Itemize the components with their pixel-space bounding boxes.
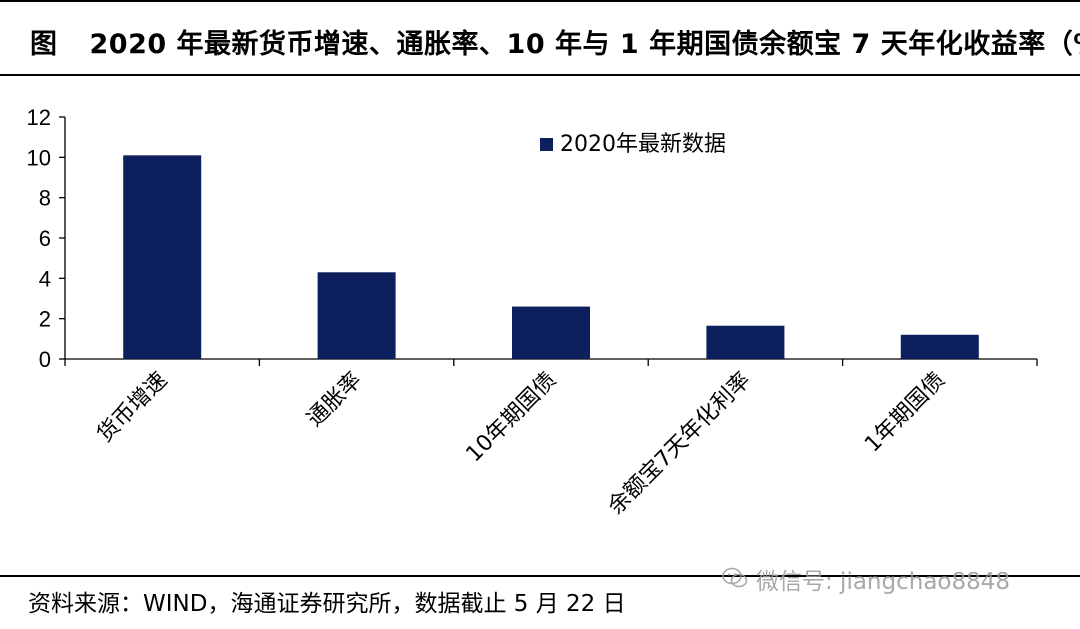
x-tick-label: 10年期国债: [462, 368, 562, 468]
bar-chart: 0 2 4 6 8 10 12 货币增速 通胀率 10年期国债 余额宝7天年化利率 1年期国债 2020…: [27, 105, 1038, 520]
bar: [512, 306, 590, 359]
y-tick-label: 12: [27, 105, 51, 130]
y-tick-label: 10: [27, 145, 51, 170]
title-divider: [0, 74, 1080, 76]
bar: [123, 155, 202, 359]
bar: [900, 334, 979, 359]
watermark: 微信号: jiangchao8848: [722, 562, 1010, 596]
y-tick-label: 2: [39, 307, 51, 332]
figure-label: 图: [30, 29, 58, 60]
chart-title: 2020 年最新货币增速、通胀率、10 年与 1 年期国债余额宝 7 天年化收益…: [89, 29, 1080, 60]
watermark-text: 微信号: jiangchao8848: [756, 569, 1011, 595]
source-note: 资料来源：WIND，海通证券研究所，数据截止 5 月 22 日: [28, 591, 626, 617]
y-tick-label: 8: [39, 186, 51, 211]
legend-label: 2020年最新数据: [560, 132, 726, 157]
x-tick-label: 通胀率: [302, 368, 366, 432]
y-tick-label: 0: [39, 347, 51, 372]
top-rule: [0, 0, 1080, 2]
chart-title-row: 图 2020 年最新货币增速、通胀率、10 年与 1 年期国债余额宝 7 天年化收…: [30, 22, 1080, 61]
source-divider: [0, 575, 1080, 577]
y-tick-label: 6: [39, 226, 51, 251]
legend-swatch: [540, 138, 553, 151]
wechat-icon: [722, 567, 748, 595]
bar: [317, 272, 396, 359]
x-tick-label: 1年期国债: [860, 368, 950, 458]
x-tick-label: 余额宝7天年化利率: [604, 368, 756, 520]
y-tick-label: 4: [39, 266, 51, 291]
x-tick-label: 货币增速: [93, 368, 173, 448]
bar: [706, 325, 785, 359]
